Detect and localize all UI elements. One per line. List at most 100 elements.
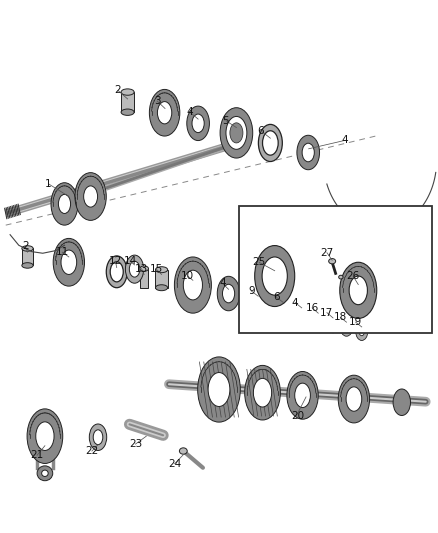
Ellipse shape	[293, 299, 311, 325]
Text: 19: 19	[349, 317, 362, 327]
Ellipse shape	[125, 255, 144, 283]
Ellipse shape	[121, 109, 134, 115]
Ellipse shape	[258, 124, 283, 161]
Ellipse shape	[297, 305, 307, 319]
Ellipse shape	[253, 378, 272, 407]
Ellipse shape	[254, 246, 295, 306]
Ellipse shape	[22, 263, 33, 268]
Ellipse shape	[339, 275, 343, 279]
Bar	[22, 248, 33, 265]
Text: 4: 4	[342, 135, 349, 146]
Text: 4: 4	[292, 297, 298, 308]
Text: 17: 17	[320, 308, 334, 318]
Ellipse shape	[251, 289, 265, 312]
Ellipse shape	[287, 372, 318, 419]
Ellipse shape	[346, 387, 362, 411]
Text: 21: 21	[31, 450, 44, 461]
Ellipse shape	[217, 276, 240, 311]
Ellipse shape	[53, 238, 85, 286]
Bar	[155, 270, 168, 288]
Ellipse shape	[121, 89, 134, 95]
Bar	[239, 206, 432, 333]
Ellipse shape	[22, 246, 33, 251]
Ellipse shape	[140, 266, 148, 271]
Ellipse shape	[184, 270, 202, 300]
Ellipse shape	[155, 266, 168, 273]
Text: 12: 12	[109, 256, 122, 266]
Ellipse shape	[274, 292, 293, 321]
Ellipse shape	[220, 108, 253, 158]
Text: 20: 20	[291, 411, 304, 421]
Ellipse shape	[244, 278, 273, 323]
Ellipse shape	[262, 131, 278, 155]
Text: 15: 15	[150, 264, 163, 274]
Text: 4: 4	[219, 278, 226, 288]
Text: 1: 1	[45, 179, 52, 189]
Text: 2: 2	[22, 241, 28, 252]
Ellipse shape	[230, 123, 243, 143]
Text: 5: 5	[223, 116, 229, 126]
Bar	[140, 269, 148, 288]
Text: 2: 2	[115, 85, 121, 95]
Text: 10: 10	[181, 271, 194, 281]
Ellipse shape	[155, 285, 168, 290]
Text: 11: 11	[56, 247, 69, 257]
Ellipse shape	[187, 106, 209, 141]
Ellipse shape	[51, 183, 78, 225]
Ellipse shape	[37, 466, 53, 481]
Text: 3: 3	[154, 96, 160, 106]
Ellipse shape	[326, 312, 340, 333]
Ellipse shape	[149, 90, 180, 136]
Ellipse shape	[192, 114, 204, 133]
Ellipse shape	[198, 357, 240, 422]
Ellipse shape	[106, 256, 127, 288]
Ellipse shape	[42, 470, 48, 477]
Ellipse shape	[359, 327, 364, 336]
Ellipse shape	[340, 262, 377, 318]
Ellipse shape	[297, 135, 320, 169]
Text: 14: 14	[124, 256, 137, 266]
Ellipse shape	[75, 173, 106, 220]
Ellipse shape	[329, 317, 336, 327]
Text: 26: 26	[346, 271, 360, 281]
Text: 6: 6	[273, 292, 280, 302]
Ellipse shape	[61, 250, 77, 274]
Ellipse shape	[180, 448, 187, 454]
Ellipse shape	[393, 389, 410, 416]
Ellipse shape	[93, 430, 103, 445]
Text: 13: 13	[135, 264, 148, 273]
Ellipse shape	[295, 383, 311, 408]
Bar	[121, 92, 134, 112]
Ellipse shape	[157, 102, 172, 124]
Ellipse shape	[110, 262, 123, 282]
Ellipse shape	[223, 284, 235, 303]
Text: 9: 9	[248, 286, 254, 296]
Ellipse shape	[356, 322, 368, 341]
Text: 25: 25	[252, 257, 266, 267]
Text: 6: 6	[258, 126, 264, 136]
Ellipse shape	[262, 257, 287, 295]
Ellipse shape	[349, 276, 367, 305]
Text: 4: 4	[186, 107, 193, 117]
Text: 27: 27	[320, 248, 334, 258]
Ellipse shape	[226, 116, 247, 149]
Ellipse shape	[58, 195, 71, 214]
Ellipse shape	[314, 311, 322, 324]
Ellipse shape	[27, 409, 63, 464]
Ellipse shape	[174, 257, 212, 313]
Ellipse shape	[129, 261, 140, 277]
Ellipse shape	[338, 375, 370, 423]
Ellipse shape	[84, 186, 98, 207]
Text: 16: 16	[306, 303, 319, 313]
Text: 24: 24	[168, 459, 181, 469]
Ellipse shape	[208, 373, 230, 407]
Text: 23: 23	[129, 439, 142, 449]
Text: 18: 18	[334, 312, 347, 322]
Ellipse shape	[302, 143, 314, 162]
Ellipse shape	[340, 317, 353, 336]
Ellipse shape	[36, 422, 54, 450]
Ellipse shape	[277, 297, 290, 317]
Ellipse shape	[311, 305, 326, 329]
Text: 22: 22	[85, 446, 99, 456]
Ellipse shape	[328, 259, 336, 264]
